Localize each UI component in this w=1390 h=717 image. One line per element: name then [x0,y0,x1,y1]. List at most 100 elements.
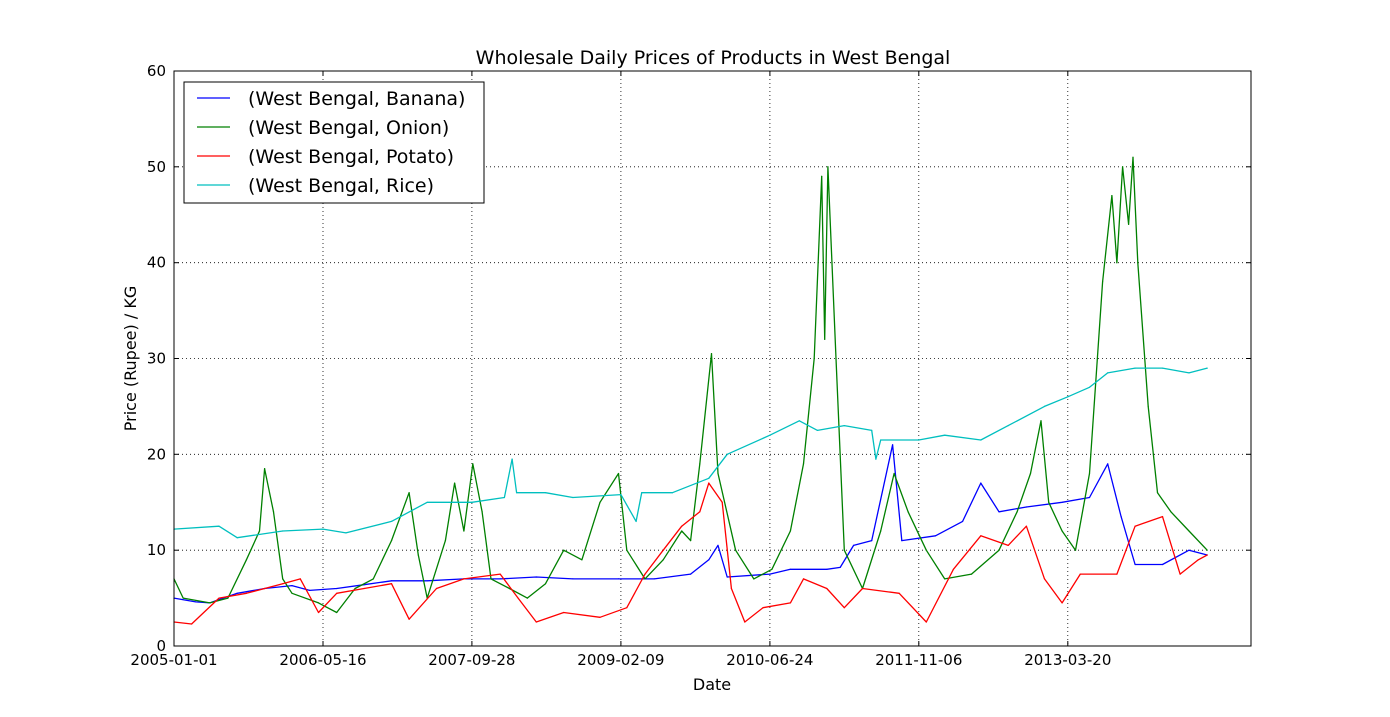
data-point [980,535,982,537]
data-point [681,525,683,527]
data-point [681,530,683,532]
x-tick-label: 2011-11-06 [875,651,962,669]
data-point [258,530,261,532]
data-point [1061,530,1063,532]
data-point [1197,559,1199,561]
y-tick-label: 60 [147,62,166,80]
data-point [417,554,419,556]
data-point [490,578,492,580]
data-point [1206,549,1208,551]
data-point [463,578,465,580]
data-point [617,472,620,475]
data-point [880,439,882,441]
y-tick-label: 10 [147,541,166,559]
data-point [880,530,882,532]
data-point [952,568,955,570]
data-point [835,357,837,360]
data-point [1188,549,1190,551]
data-point [1074,549,1077,551]
data-point [1116,262,1118,264]
data-point [345,532,347,534]
data-point [336,611,338,614]
data-point [390,580,393,582]
legend-label: (West Bengal, Onion) [248,117,449,139]
data-point [1061,501,1063,503]
data-point [1188,530,1190,532]
data-point [717,472,719,475]
data-point [471,501,473,503]
data-point [317,611,320,614]
data-point [282,583,284,585]
data-point [641,492,643,494]
data-point [735,549,737,551]
axis-ticks: 2005-01-01 2006-05-16 2007-09-28 2009-02-09… [130,62,1251,669]
data-point [690,540,692,542]
data-point [1025,506,1027,508]
data-point [653,578,655,580]
data-point [544,583,547,585]
series-line [173,482,1208,625]
data-point [508,587,511,590]
data-point [662,549,664,551]
data-point [245,559,247,561]
y-tick-label: 0 [156,637,166,655]
data-point [544,492,547,494]
data-point [980,439,982,441]
data-point [827,166,829,168]
data-point [769,573,771,575]
data-point [309,589,311,592]
data-point [472,463,474,465]
data-point [282,578,284,580]
data-point [871,429,873,431]
data-point [1137,262,1139,264]
data-point [998,549,1000,551]
data-point [861,587,864,590]
data-point [511,458,513,460]
y-tick-label: 20 [147,445,166,463]
data-point [227,597,229,599]
x-tick-label: 2010-06-24 [726,651,813,669]
data-point [708,559,710,561]
data-point [535,621,537,623]
data-point [901,540,903,542]
data-point [195,601,197,603]
data-point [1134,563,1136,566]
data-point [1061,602,1063,604]
data-point [644,573,646,575]
data-point [1147,405,1149,407]
data-point [699,463,701,465]
y-axis-title: Price (Rupee) / KG [121,286,140,431]
data-point [390,520,393,523]
data-point [871,540,873,542]
x-tick-label: 2005-01-01 [130,651,217,669]
data-point [907,511,909,513]
data-point [717,544,719,547]
data-point [1043,405,1046,407]
data-point [671,492,674,494]
data-point [408,618,410,620]
data-point [1040,420,1042,422]
data-point [730,587,733,590]
data-point [1188,372,1190,374]
data-point [1122,166,1124,168]
data-point [264,468,266,470]
data-point [236,537,238,539]
data-point [925,621,927,623]
y-tick-label: 40 [147,254,166,272]
data-point [762,607,764,609]
data-point [354,587,356,590]
data-point [499,573,501,575]
data-point [372,578,374,580]
data-point [962,520,964,523]
legend: (West Bengal, Banana) (West Bengal, Onion… [183,81,485,204]
data-point [236,592,238,594]
series-lines [173,156,1208,625]
data-point [182,597,184,599]
data-point [336,587,338,590]
data-point [282,530,284,532]
data-point [535,576,537,578]
legend-box [183,81,485,204]
data-point [563,611,565,614]
data-point [998,511,1000,513]
data-point [821,175,823,177]
